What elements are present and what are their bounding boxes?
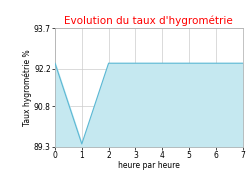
Y-axis label: Taux hygrométrie %: Taux hygrométrie % xyxy=(23,49,32,126)
Title: Evolution du taux d'hygrométrie: Evolution du taux d'hygrométrie xyxy=(64,16,233,26)
X-axis label: heure par heure: heure par heure xyxy=(118,161,180,170)
